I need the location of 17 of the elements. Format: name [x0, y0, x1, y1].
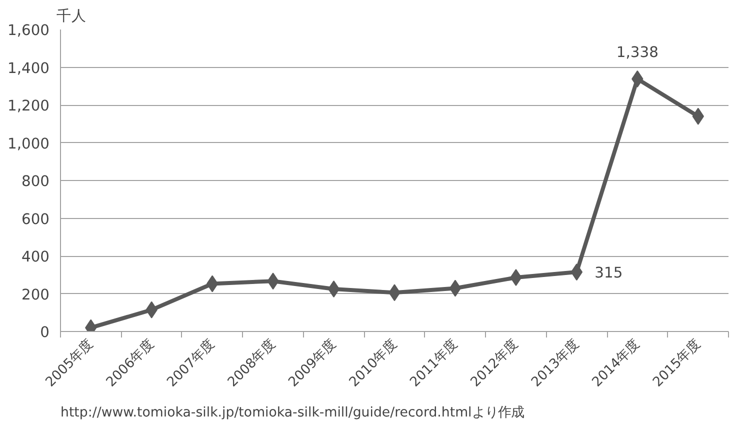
point [328, 280, 340, 298]
data-label: 315 [594, 264, 623, 282]
y-tick-label: 1,200 [8, 98, 50, 114]
y-tick-label: 1,000 [8, 135, 50, 152]
y-tick-label: 1,400 [8, 60, 50, 77]
y-axis-title: 千人 [56, 8, 86, 24]
point [570, 264, 583, 281]
y-tick-label: 600 [22, 210, 50, 228]
point [449, 280, 462, 297]
y-tick-label: 200 [22, 286, 50, 304]
y-tick-label: 400 [22, 248, 50, 266]
text: http://www.tomioka-silk.jp/tomioka-silk-mill/guide/record.htmlより作成 [60, 406, 524, 420]
point [206, 275, 218, 292]
y-tick-label: 1,600 [8, 22, 50, 39]
y-tick-label: 800 [22, 173, 50, 190]
y-tick-label: 0 [40, 324, 50, 341]
data-label: 1,338 [616, 44, 658, 61]
